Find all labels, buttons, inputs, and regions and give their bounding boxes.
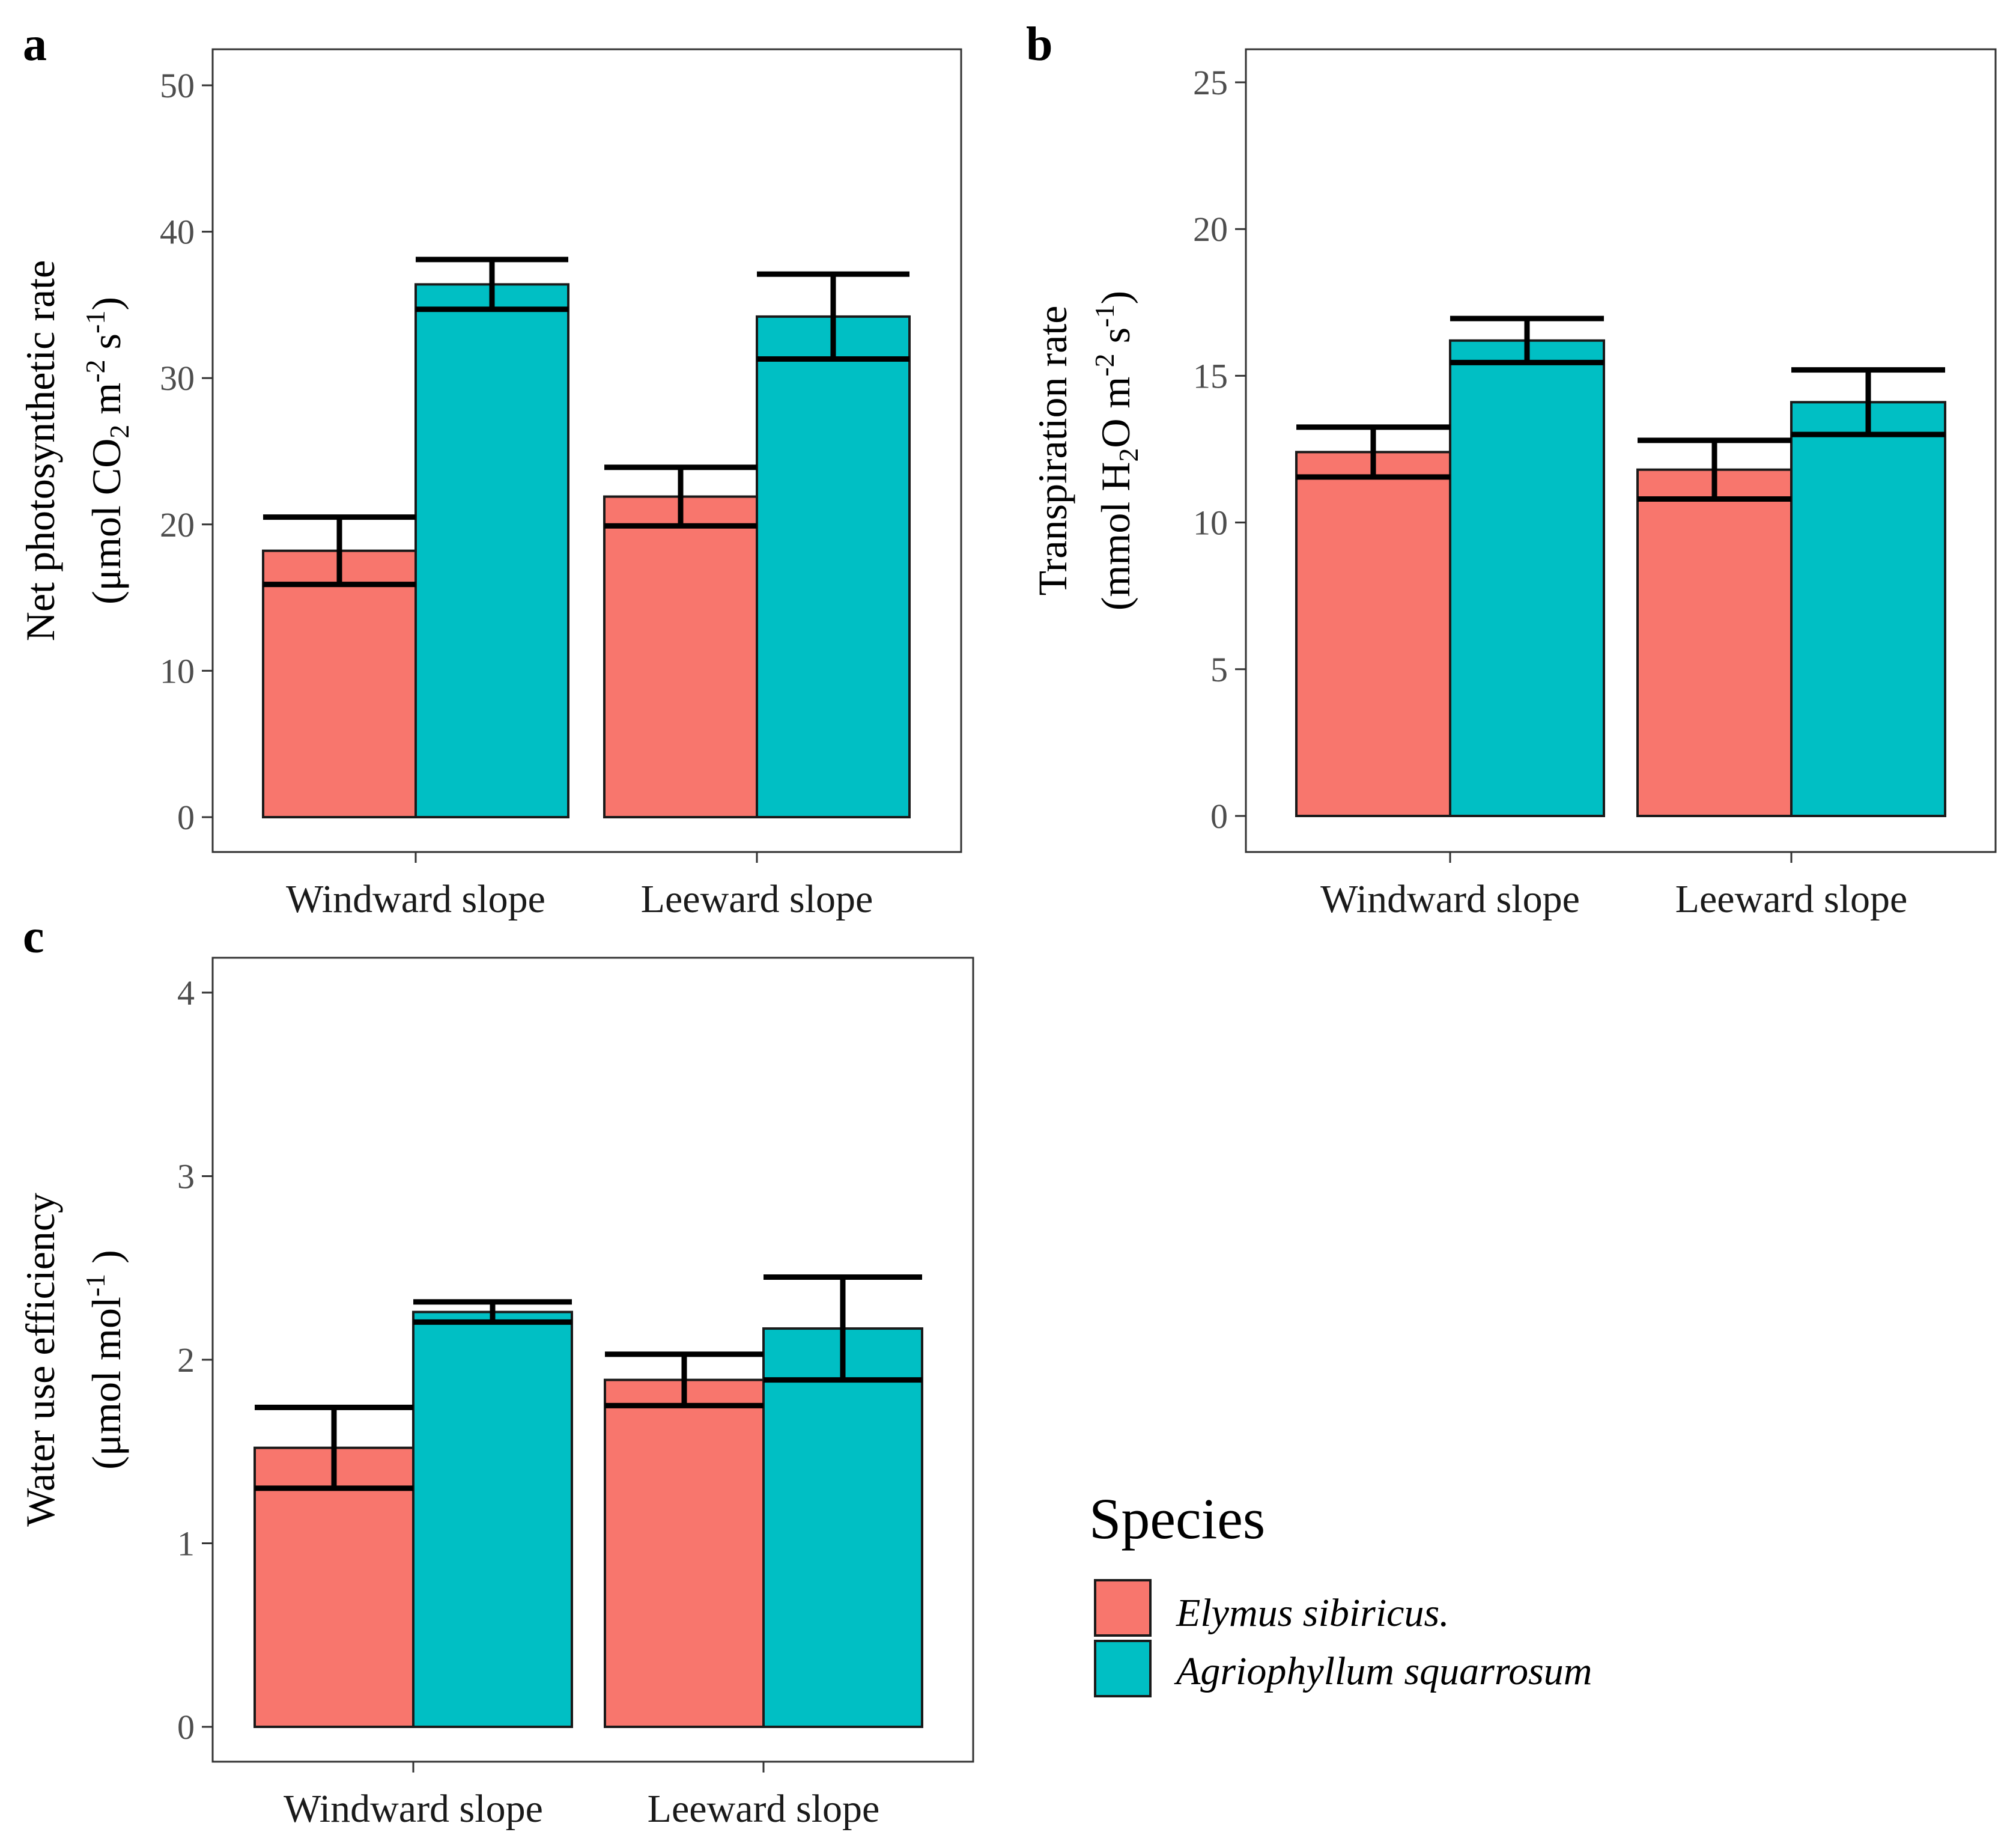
bar-agriophyllum-leeward <box>762 1327 923 1728</box>
y-tick-label: 20 <box>160 505 195 544</box>
bar-elymus-leeward <box>603 495 758 818</box>
bar-elymus-windward <box>1295 451 1451 817</box>
y-tick-label: 1 <box>177 1524 195 1563</box>
x-tick-label: Leeward slope <box>1675 877 1908 921</box>
y-tick-label: 4 <box>177 973 195 1012</box>
error-bar <box>1296 424 1450 480</box>
y-tick-label: 0 <box>177 798 195 837</box>
x-tick-label: Windward slope <box>1320 877 1580 921</box>
error-bar <box>605 1351 764 1408</box>
panel-border <box>1245 48 1997 853</box>
error-bar <box>764 1274 922 1383</box>
panel-letter: a <box>23 18 47 71</box>
y-axis-title-line1: Net photosynthetic rate <box>17 260 63 641</box>
y-tick-label: 25 <box>1193 63 1228 102</box>
panel-border <box>211 48 962 853</box>
y-axis-title-line2: (μmol mol-1 ) <box>80 1250 129 1470</box>
bar-elymus-windward <box>254 1446 414 1728</box>
y-tick-label: 40 <box>160 213 195 252</box>
x-tick-label: Leeward slope <box>641 877 873 921</box>
panel-a: 0 10 20 30 40 50 Windward slope Leeward slope a N… <box>17 18 962 921</box>
error-bar <box>604 464 757 529</box>
y-tick-label: 20 <box>1193 210 1228 249</box>
bar-elymus-leeward <box>604 1378 765 1728</box>
y-tick-label: 2 <box>177 1340 195 1380</box>
x-tick-label: Windward slope <box>286 877 545 921</box>
y-tick-label: 0 <box>1210 797 1228 836</box>
y-tick-label: 10 <box>1193 504 1228 543</box>
y-tick-label: 10 <box>160 651 195 690</box>
y-axis-title-line2: (mmol H2O m-2 s-1) <box>1089 291 1144 610</box>
legend-title: Species <box>1089 1487 1265 1551</box>
legend-key-elymus <box>1094 1579 1152 1637</box>
legend-key-agriophyllum <box>1094 1640 1152 1697</box>
error-bar <box>416 257 568 312</box>
legend: Species Elymus sibiricus. Agriophyllum s… <box>1089 1487 1592 1697</box>
y-tick-label: 15 <box>1193 356 1228 395</box>
error-bar <box>413 1299 572 1325</box>
bar-agriophyllum-windward <box>414 283 569 818</box>
error-bar <box>757 271 909 362</box>
bar-elymus-windward <box>262 549 417 818</box>
y-tick-label: 5 <box>1210 650 1228 689</box>
panel-b: 0 5 10 15 20 25 Windward slope Leeward slope b Tr… <box>1026 18 1997 921</box>
y-tick-label: 50 <box>160 66 195 105</box>
bar-agriophyllum-leeward <box>1790 401 1946 817</box>
panel-c: 0 1 2 3 4 Windward slope Leeward slope c Water u… <box>17 910 974 1831</box>
error-bar <box>1791 367 1945 437</box>
panel-letter: b <box>1026 18 1053 71</box>
panel-letter: c <box>23 910 44 963</box>
y-tick-label: 3 <box>177 1157 195 1196</box>
error-bar <box>1450 315 1604 365</box>
error-bar <box>263 514 416 588</box>
bar-agriophyllum-windward <box>412 1310 573 1729</box>
bar-agriophyllum-windward <box>1449 339 1605 817</box>
bar-agriophyllum-leeward <box>756 315 911 818</box>
x-tick-label: Leeward slope <box>648 1787 880 1831</box>
y-tick-label: 30 <box>160 359 195 398</box>
y-tick-label: 0 <box>177 1708 195 1747</box>
legend-label-agriophyllum: Agriophyllum squarrosum <box>1174 1649 1592 1693</box>
bar-elymus-leeward <box>1636 468 1793 817</box>
error-bar <box>255 1404 413 1491</box>
x-tick-label: Windward slope <box>284 1787 543 1831</box>
y-axis-title-line1: Transpiration rate <box>1030 306 1075 596</box>
legend-label-elymus: Elymus sibiricus. <box>1176 1591 1450 1635</box>
y-axis-title-line1: Water use efficiency <box>17 1193 63 1527</box>
y-axis-title-line2: (μmol CO2 m-2 s-1) <box>80 297 135 604</box>
error-bar <box>1638 437 1791 502</box>
